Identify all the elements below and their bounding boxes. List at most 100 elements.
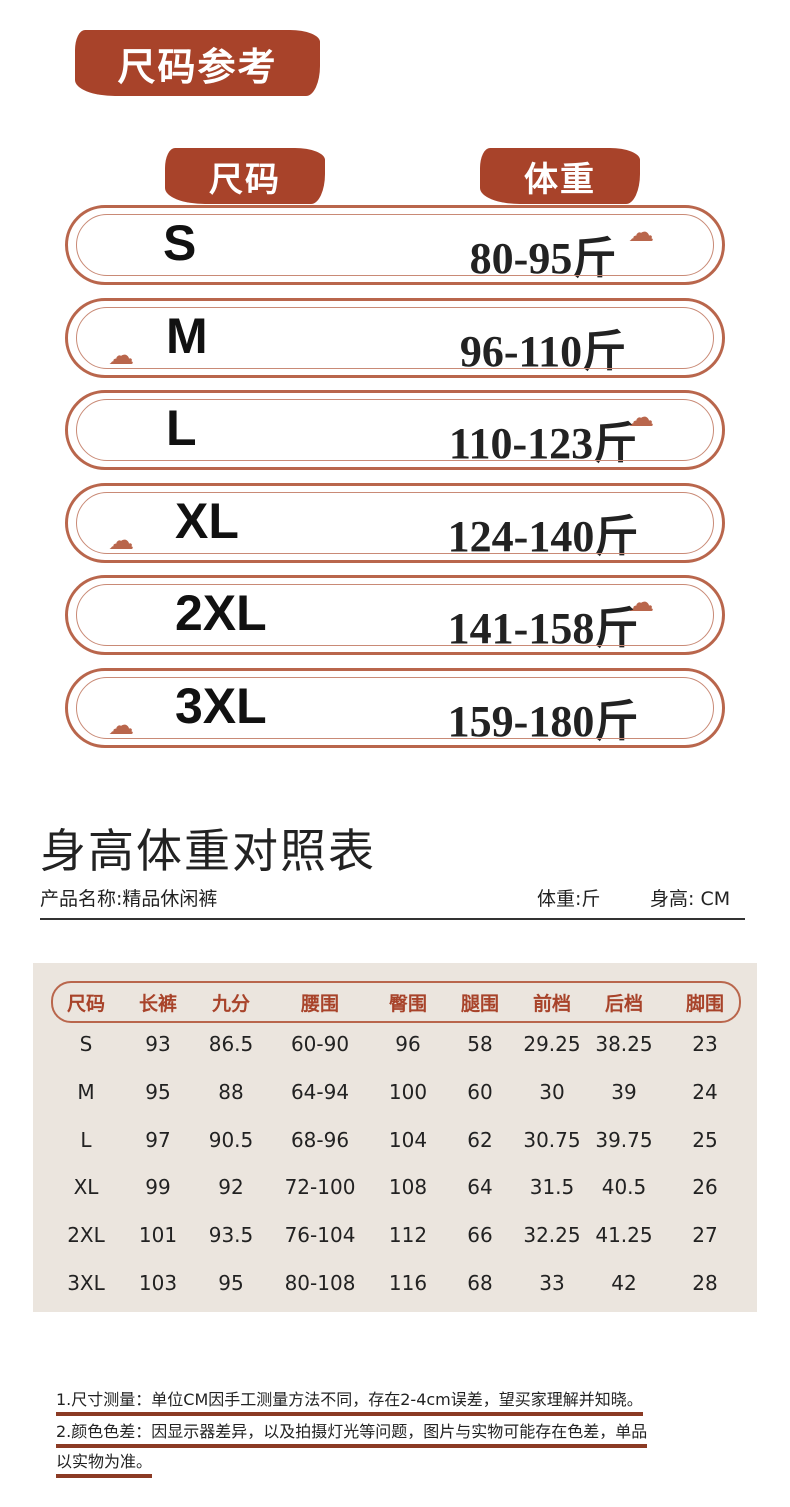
table-cell: 23 [692,1032,718,1056]
column-header: 脚围 [685,993,724,1015]
table-cell: 2XL [67,1223,105,1248]
table-cell: 95 [145,1079,171,1104]
table-cell: 99 [145,1175,171,1200]
size-weight-row: ☁ 2XL 141-158斤 [65,575,725,655]
note-3: 以实物为准。 [56,1451,153,1478]
table-cell: 60 [467,1079,493,1104]
table-cell: 90.5 [208,1127,254,1152]
weight-range: 110-123斤 [448,419,638,468]
column-header: 后档 [604,993,643,1015]
table-cell: 68 [467,1271,493,1295]
table-cell: 26 [692,1175,718,1200]
table-cell: 93 [145,1032,171,1056]
column-header: 腿围 [460,993,499,1015]
table-cell: 30 [539,1079,565,1104]
table-cell: 38.25 [595,1032,653,1056]
table-cell: 116 [388,1271,428,1295]
size-table: 尺码 长裤 九分 腰围 臀围 腿围 前档 后档 脚围 S 93 86.5 60-90 96 58 29.25 3… [33,963,757,1312]
size-weight-row: ☁ M 96-110斤 [65,297,725,378]
cloud-ornament-icon: ☁ [108,710,134,741]
table-cell: 112 [388,1223,428,1248]
table-cell: XL [73,1175,99,1200]
table-cell: 88 [218,1079,244,1104]
weight-range: 159-180斤 [447,696,639,746]
table-cell: 58 [467,1032,493,1056]
table-cell: 25 [692,1127,718,1152]
header-size: 尺码 [165,148,325,204]
size-label: 3XL [175,677,267,734]
size-label: 2XL [175,585,267,641]
table-cell: 97 [145,1127,171,1152]
table-cell: 66 [467,1223,493,1248]
table-cell: 86.5 [208,1032,254,1056]
table-cell: M [77,1079,95,1104]
weight-range: 80-95斤 [469,234,617,283]
section-title: 身高体重对照表 [40,824,376,878]
table-cell: 80-108 [284,1271,356,1295]
table-header-frame [51,981,741,1023]
table-cell: 3XL [67,1271,105,1295]
table-cell: 41.25 [595,1223,653,1248]
size-weight-row: ☁ L 110-123斤 [65,390,725,470]
size-label: M [166,307,208,364]
divider [40,918,745,920]
table-cell: 40.5 [601,1175,647,1200]
note-1: 1.尺寸测量：单位CM因手工测量方法不同，存在2-4cm误差，望买家理解并知晓。 [56,1389,643,1416]
size-weight-row: ☁ S 80-95斤 [65,205,725,285]
table-cell: 27 [692,1223,718,1248]
table-cell: L [80,1127,92,1152]
table-cell: S [79,1032,93,1056]
note-2: 2.颜色色差：因显示器差异，以及拍摄灯光等问题，图片与实物可能存在色差，单品 [56,1421,648,1448]
table-cell: 64-94 [290,1079,350,1104]
table-cell: 96 [395,1032,421,1056]
table-cell: 93.5 [208,1223,254,1248]
weight-range: 141-158斤 [447,604,639,653]
table-cell: 28 [692,1271,718,1295]
table-cell: 104 [388,1127,428,1152]
table-cell: 62 [467,1127,493,1152]
column-header: 九分 [211,993,250,1015]
table-cell: 95 [218,1271,244,1295]
table-cell: 30.75 [523,1127,581,1152]
table-cell: 29.25 [523,1032,581,1056]
table-cell: 101 [138,1223,178,1248]
table-cell: 31.5 [529,1175,575,1200]
size-weight-row: ☁ XL 124-140斤 [65,482,725,563]
header-weight: 体重 [480,148,640,204]
table-cell: 24 [692,1079,718,1104]
table-cell: 32.25 [523,1223,581,1248]
size-label: L [166,400,197,456]
column-header: 前档 [532,993,571,1015]
table-cell: 76-104 [284,1223,356,1248]
column-header: 臀围 [388,993,427,1015]
size-weight-row: ☁ 3XL 159-180斤 [65,667,725,748]
table-cell: 68-96 [290,1127,350,1152]
column-header: 尺码 [66,993,105,1015]
table-cell: 100 [388,1079,428,1104]
product-name: 产品名称:精品休闲裤 [40,888,218,910]
table-cell: 39.75 [595,1127,653,1152]
column-header: 腰围 [300,993,339,1015]
banner-title: 尺码参考 [75,30,320,96]
table-cell: 39 [611,1079,637,1104]
column-header: 长裤 [138,993,177,1015]
cloud-ornament-icon: ☁ [628,218,654,248]
cloud-ornament-icon: ☁ [108,340,134,371]
cloud-ornament-icon: ☁ [628,588,654,618]
table-cell: 72-100 [284,1175,356,1200]
size-label: XL [175,492,239,549]
table-cell: 60-90 [290,1032,350,1056]
weight-unit: 体重:斤 [537,888,601,910]
table-cell: 92 [218,1175,244,1200]
table-cell: 108 [388,1175,428,1200]
table-cell: 33 [539,1271,565,1295]
table-cell: 42 [611,1271,637,1295]
cloud-ornament-icon: ☁ [108,525,134,556]
size-label: S [163,215,197,271]
cloud-ornament-icon: ☁ [628,403,654,433]
table-cell: 103 [138,1271,178,1295]
weight-range: 124-140斤 [447,511,639,561]
table-cell: 64 [467,1175,493,1200]
weight-range: 96-110斤 [459,326,627,376]
height-unit: 身高: CM [650,888,731,910]
